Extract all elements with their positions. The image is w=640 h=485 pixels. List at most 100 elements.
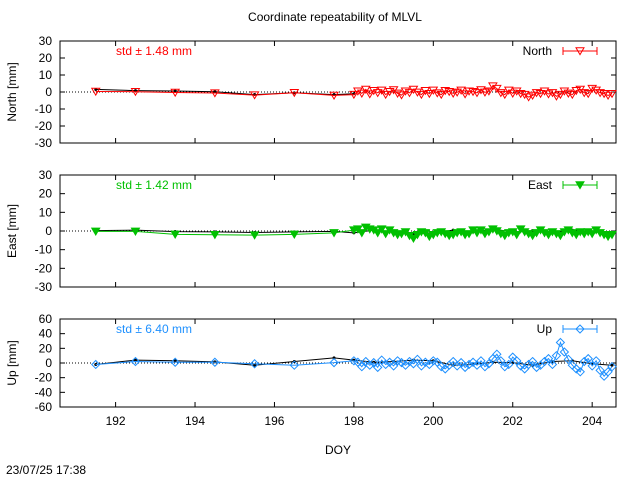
y-tick-label: -10 xyxy=(35,243,53,257)
data-point xyxy=(368,86,379,96)
data-point xyxy=(587,230,598,239)
legend-marker xyxy=(575,47,585,56)
y-tick-label: -20 xyxy=(35,119,53,133)
data-point xyxy=(364,90,375,99)
data-point xyxy=(575,367,585,377)
y-tick-label: -20 xyxy=(35,371,53,385)
data-point xyxy=(380,230,391,239)
data-point xyxy=(372,229,383,238)
data-point xyxy=(170,88,181,98)
y-tick-label: -10 xyxy=(35,102,53,116)
data-point xyxy=(357,361,367,372)
data-point xyxy=(519,90,530,100)
data-point xyxy=(571,364,581,374)
x-tick-label: 200 xyxy=(423,414,443,428)
data-point xyxy=(551,350,562,361)
legend-marker xyxy=(575,324,585,334)
series-line xyxy=(95,341,613,378)
daily-solution-point xyxy=(173,89,177,93)
data-point xyxy=(607,90,617,99)
panel-east: 30 20 10 0 -10 -20 -30 East [mm] std ± 1.42 mm Ea… xyxy=(5,168,617,294)
data-point xyxy=(464,359,474,370)
data-point xyxy=(539,356,550,367)
data-point xyxy=(289,230,300,239)
data-point xyxy=(352,87,363,96)
data-point xyxy=(130,227,141,236)
data-point xyxy=(408,85,419,95)
y-axis-label: North [mm] xyxy=(5,62,19,121)
panels: 30 20 10 0 -10 -20 -30 North [mm] std ± 1.48 mm N… xyxy=(5,34,617,457)
data-point xyxy=(607,361,617,372)
data-point xyxy=(512,356,522,366)
data-point xyxy=(408,234,419,244)
y-tick-label: 40 xyxy=(39,327,53,341)
data-point xyxy=(559,347,570,357)
data-point xyxy=(424,90,435,99)
data-point xyxy=(527,356,538,367)
data-point xyxy=(531,229,542,238)
timestamp: 23/07/25 17:38 xyxy=(6,463,86,477)
data-point xyxy=(484,359,494,369)
data-point xyxy=(583,90,594,99)
data-point xyxy=(527,231,538,241)
data-point xyxy=(404,89,415,98)
data-point xyxy=(412,88,423,97)
data-point xyxy=(356,229,367,238)
y-axis-label: Up [mm] xyxy=(5,340,19,385)
data-point xyxy=(507,89,518,98)
data-point xyxy=(523,93,534,102)
data-point xyxy=(440,86,451,96)
data-point xyxy=(249,231,260,240)
data-point xyxy=(369,357,379,368)
daily-solution-point xyxy=(173,359,177,363)
x-tick-label: 194 xyxy=(185,414,205,428)
data-point xyxy=(452,361,462,371)
y-tick-label: 20 xyxy=(39,187,53,201)
y-tick-label: 0 xyxy=(45,224,52,238)
y-tick-label: 30 xyxy=(39,34,53,48)
data-point xyxy=(373,362,383,373)
data-point xyxy=(484,228,494,237)
x-tick-label: 192 xyxy=(106,414,126,428)
data-point xyxy=(476,86,486,95)
x-tick-label: 202 xyxy=(503,414,523,428)
data-point xyxy=(376,86,387,95)
data-point xyxy=(480,361,490,372)
data-point xyxy=(499,90,510,100)
data-point xyxy=(349,90,359,100)
data-point xyxy=(400,87,411,96)
data-point xyxy=(130,356,141,367)
y-tick-label: 0 xyxy=(45,85,52,99)
data-point xyxy=(210,357,220,367)
panel-north: 30 20 10 0 -10 -20 -30 North [mm] std ± 1.48 mm N… xyxy=(5,34,617,150)
data-point xyxy=(412,354,423,365)
data-point xyxy=(329,91,339,100)
data-point xyxy=(380,90,391,100)
data-point xyxy=(356,89,367,98)
data-point xyxy=(90,87,101,97)
data-point xyxy=(436,90,447,100)
data-point xyxy=(404,356,415,367)
data-point xyxy=(170,230,181,239)
std-annotation: std ± 1.42 mm xyxy=(116,178,192,192)
data-point xyxy=(432,89,443,98)
data-point xyxy=(603,91,613,100)
data-point xyxy=(360,85,371,95)
data-point xyxy=(365,360,375,370)
data-point xyxy=(571,231,582,240)
chart-title: Coordinate repeatability of MLVL xyxy=(248,10,422,24)
data-point xyxy=(571,86,582,96)
data-point xyxy=(289,360,300,370)
data-point xyxy=(543,353,554,364)
y-axis-label: East [mm] xyxy=(5,204,19,258)
legend-label: North xyxy=(523,44,552,58)
y-tick-label: -60 xyxy=(35,400,53,414)
y-tick-label: -20 xyxy=(35,261,53,275)
data-point xyxy=(563,89,574,98)
data-point xyxy=(511,231,522,240)
x-tick-label: 196 xyxy=(264,414,284,428)
data-point xyxy=(249,91,260,100)
